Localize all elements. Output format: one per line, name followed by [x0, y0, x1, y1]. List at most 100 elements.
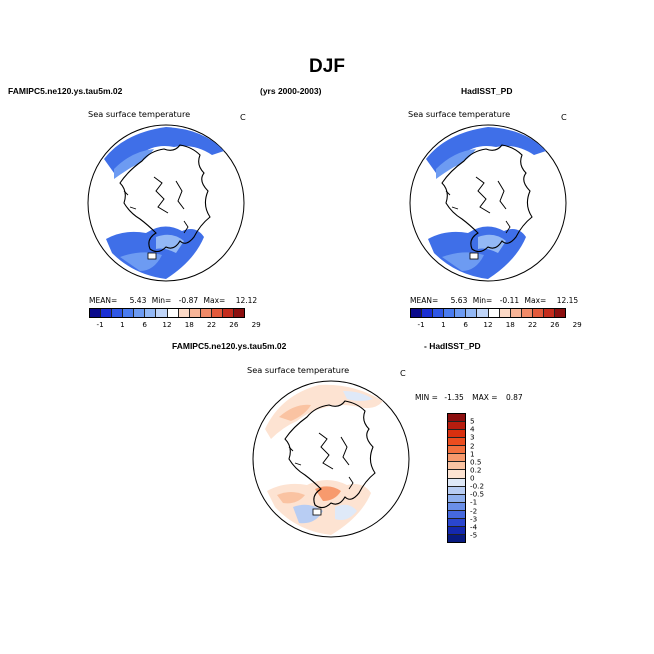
- colorbar-swatch: [222, 309, 235, 317]
- diff-max-value: 0.87: [505, 393, 523, 402]
- colorbar-tick-label: 18: [505, 320, 515, 329]
- obs-min-label: Min=: [472, 296, 493, 305]
- colorbar-tick-label: -2: [470, 506, 478, 515]
- colorbar-tick-label: 4: [470, 424, 475, 434]
- diff-min-value: -1.35: [444, 393, 464, 402]
- obs-min-value: -0.11: [499, 296, 520, 305]
- model-mean-value: 5.43: [129, 296, 147, 305]
- diff-min-label: MIN =: [415, 393, 438, 402]
- colorbar-tick-label: 3: [470, 432, 475, 442]
- colorbar-swatch: [145, 309, 157, 317]
- colorbar-tick-label: 12: [483, 320, 493, 329]
- colorbar-swatch: [466, 309, 478, 317]
- colorbar-swatch: [211, 309, 223, 317]
- colorbar-swatch: [532, 309, 544, 317]
- main-title: DJF: [309, 56, 345, 77]
- colorbar-tick-label: 29: [572, 320, 582, 329]
- diff-units: C: [400, 368, 406, 378]
- colorbar-swatch: [448, 486, 465, 495]
- obs-max-label: Max=: [524, 296, 547, 305]
- colorbar-tick-label: 6: [463, 320, 468, 329]
- colorbar-swatch: [90, 309, 102, 317]
- colorbar-tick-label: -1: [96, 320, 104, 329]
- model-max-value: 12.12: [235, 296, 258, 305]
- colorbar-swatch: [134, 309, 146, 317]
- colorbar-swatch: [178, 309, 190, 317]
- colorbar-tick-label: 2: [470, 441, 475, 450]
- model-units: C: [240, 112, 246, 122]
- colorbar-swatch: [488, 309, 500, 317]
- model-colorbar: [89, 308, 245, 318]
- colorbar-tick-label: 12: [162, 320, 172, 329]
- colorbar-swatch: [448, 446, 465, 455]
- colorbar-swatch: [448, 470, 465, 479]
- colorbar-swatch: [448, 454, 465, 463]
- years-header: (yrs 2000-2003): [260, 86, 322, 96]
- colorbar-tick-label: 26: [550, 320, 560, 329]
- model-polar-map: [87, 124, 245, 282]
- model-max-label: Max=: [203, 296, 226, 305]
- colorbar-swatch: [112, 309, 124, 317]
- obs-colorbar: [410, 308, 566, 318]
- colorbar-swatch: [444, 309, 456, 317]
- diff-polar-map: [252, 380, 410, 538]
- obs-max-value: 12.15: [556, 296, 579, 305]
- colorbar-swatch: [448, 478, 465, 487]
- colorbar-swatch: [448, 462, 465, 471]
- colorbar-swatch: [411, 309, 423, 317]
- colorbar-swatch: [448, 414, 465, 423]
- model-stats: MEAN= 5.43 Min= -0.87 Max= 12.12: [89, 296, 257, 305]
- colorbar-swatch: [455, 309, 467, 317]
- colorbar-tick-label: -3: [470, 514, 478, 524]
- colorbar-swatch: [234, 309, 245, 317]
- colorbar-tick-label: 26: [229, 320, 239, 329]
- colorbar-swatch: [543, 309, 556, 317]
- colorbar-tick-label: 29: [251, 320, 261, 329]
- obs-mean-value: 5.63: [450, 296, 468, 305]
- colorbar-tick-label: 0.5: [470, 457, 482, 467]
- diff-obs-header: - HadISST_PD: [424, 341, 481, 351]
- model-min-label: Min=: [151, 296, 172, 305]
- colorbar-swatch: [448, 502, 465, 511]
- colorbar-swatch: [448, 526, 465, 535]
- colorbar-swatch: [433, 309, 445, 317]
- colorbar-tick-label: 6: [142, 320, 147, 329]
- colorbar-tick-label: -1: [470, 497, 478, 507]
- colorbar-swatch: [189, 309, 201, 317]
- colorbar-tick-label: -0.2: [470, 481, 485, 491]
- colorbar-swatch: [499, 309, 511, 317]
- colorbar-swatch: [448, 438, 465, 447]
- obs-mean-label: MEAN=: [410, 296, 439, 305]
- colorbar-swatch: [448, 518, 465, 527]
- colorbar-tick-label: -0.5: [470, 489, 485, 499]
- colorbar-tick-label: 0: [470, 473, 475, 483]
- colorbar-swatch: [521, 309, 533, 317]
- colorbar-tick-label: 22: [527, 320, 538, 329]
- colorbar-tick-label: 18: [184, 320, 194, 329]
- colorbar-swatch: [555, 309, 566, 317]
- colorbar-tick-label: 5: [470, 416, 475, 426]
- obs-units: C: [561, 112, 567, 122]
- colorbar-swatch: [448, 534, 465, 542]
- colorbar-swatch: [477, 309, 489, 317]
- colorbar-tick-label: 1: [120, 320, 125, 329]
- colorbar-swatch: [101, 309, 113, 317]
- colorbar-swatch: [167, 309, 179, 317]
- diff-colorbar: [447, 413, 466, 543]
- colorbar-tick-label: -5: [470, 530, 478, 540]
- colorbar-tick-label: 0.2: [470, 465, 482, 475]
- colorbar-swatch: [422, 309, 434, 317]
- colorbar-swatch: [448, 510, 465, 519]
- colorbar-swatch: [448, 430, 465, 439]
- diff-plot-title: Sea surface temperature: [247, 365, 350, 375]
- obs-header: HadISST_PD: [461, 86, 513, 96]
- diff-max-label: MAX =: [472, 393, 498, 402]
- colorbar-swatch: [510, 309, 522, 317]
- colorbar-swatch: [200, 309, 212, 317]
- colorbar-tick-label: 1: [441, 320, 446, 329]
- colorbar-swatch: [448, 494, 465, 503]
- model-plot-title: Sea surface temperature: [88, 109, 191, 119]
- colorbar-tick-label: 1: [470, 449, 475, 459]
- colorbar-tick-label: -4: [470, 522, 478, 532]
